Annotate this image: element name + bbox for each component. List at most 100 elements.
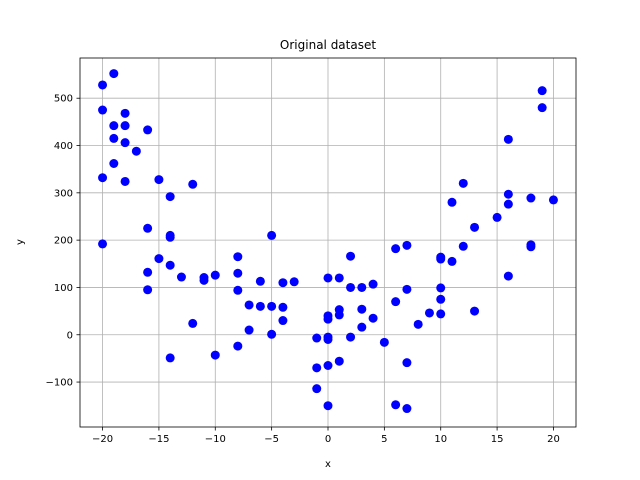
data-point <box>278 316 288 326</box>
x-tick-label: 0 <box>325 434 331 445</box>
data-point <box>188 318 198 328</box>
data-point <box>402 358 412 368</box>
data-point <box>323 401 333 411</box>
data-point <box>346 282 356 292</box>
data-point <box>548 195 558 205</box>
data-points <box>98 69 558 414</box>
x-tick-label: 15 <box>491 434 504 445</box>
data-point <box>436 283 446 293</box>
data-point <box>188 179 198 189</box>
data-point <box>368 279 378 289</box>
data-point <box>323 361 333 370</box>
data-point <box>165 232 175 242</box>
data-point <box>526 193 536 203</box>
data-point <box>165 192 175 202</box>
data-point <box>436 294 446 304</box>
data-point <box>503 271 513 281</box>
data-point <box>447 256 457 266</box>
x-tick-label: −15 <box>148 434 169 445</box>
data-point <box>154 175 164 185</box>
x-tick-label: 20 <box>547 434 560 445</box>
data-point <box>458 241 468 251</box>
data-point <box>503 199 513 209</box>
data-point <box>278 278 288 288</box>
chart-title: Original dataset <box>280 38 376 52</box>
x-tick-label: −5 <box>264 434 279 445</box>
data-point <box>278 302 288 312</box>
data-point <box>391 400 401 410</box>
data-point <box>334 310 344 320</box>
grid <box>80 58 576 427</box>
data-point <box>402 240 412 250</box>
data-point <box>165 353 175 363</box>
data-point <box>199 275 209 285</box>
data-point <box>447 197 457 207</box>
data-point <box>120 176 130 186</box>
data-point <box>255 276 265 286</box>
data-point <box>267 301 277 311</box>
data-point <box>334 356 344 366</box>
y-tick-label: 200 <box>54 236 73 247</box>
x-tick-label: 10 <box>434 434 447 445</box>
x-axis-ticks: −20 −15 −10 −5 0 5 10 15 20 <box>92 427 560 445</box>
data-point <box>233 252 243 262</box>
data-point <box>143 267 153 277</box>
data-point <box>176 272 186 282</box>
data-point <box>436 254 446 264</box>
data-point <box>492 212 502 222</box>
data-point <box>346 251 356 261</box>
data-point <box>165 260 175 270</box>
data-point <box>312 333 322 343</box>
data-point <box>289 277 299 287</box>
data-point <box>537 103 547 113</box>
data-point <box>357 304 367 314</box>
y-tick-label: 0 <box>67 330 73 341</box>
data-point <box>154 254 164 264</box>
data-point <box>120 121 130 131</box>
data-point <box>334 273 344 283</box>
data-point <box>120 108 130 118</box>
data-point <box>458 178 468 188</box>
data-point <box>98 80 108 90</box>
data-point <box>312 363 322 373</box>
data-point <box>323 314 333 324</box>
data-point <box>143 223 153 233</box>
x-tick-label: 5 <box>381 434 387 445</box>
data-point <box>109 121 119 131</box>
x-tick-label: −20 <box>92 434 113 445</box>
data-point <box>109 133 119 143</box>
data-point <box>323 334 333 344</box>
data-point <box>537 86 547 96</box>
data-point <box>391 297 401 307</box>
data-point <box>346 332 356 342</box>
data-point <box>424 308 434 318</box>
data-point <box>436 309 446 319</box>
data-point <box>109 69 119 79</box>
data-point <box>503 134 513 144</box>
data-point <box>312 384 322 394</box>
data-point <box>470 222 480 232</box>
data-point <box>402 284 412 294</box>
y-axis-label: y <box>15 239 26 245</box>
data-point <box>267 230 277 240</box>
data-point <box>109 158 119 168</box>
y-tick-label: 100 <box>54 283 73 294</box>
data-point <box>233 268 243 278</box>
x-axis-label: x <box>325 459 331 470</box>
data-point <box>526 242 536 252</box>
y-tick-label: 400 <box>54 141 73 152</box>
data-point <box>379 337 389 347</box>
data-point <box>244 325 254 335</box>
data-point <box>233 341 243 351</box>
data-point <box>323 273 333 283</box>
data-point <box>210 270 220 280</box>
data-point <box>255 301 265 311</box>
x-tick-label: −10 <box>205 434 226 445</box>
data-point <box>503 189 513 199</box>
data-point <box>120 138 130 148</box>
data-point <box>368 313 378 323</box>
y-axis-ticks: −100 0 100 200 300 400 500 <box>46 94 80 389</box>
data-point <box>244 300 254 310</box>
y-tick-label: 300 <box>54 188 73 199</box>
y-tick-label: 500 <box>54 94 73 105</box>
